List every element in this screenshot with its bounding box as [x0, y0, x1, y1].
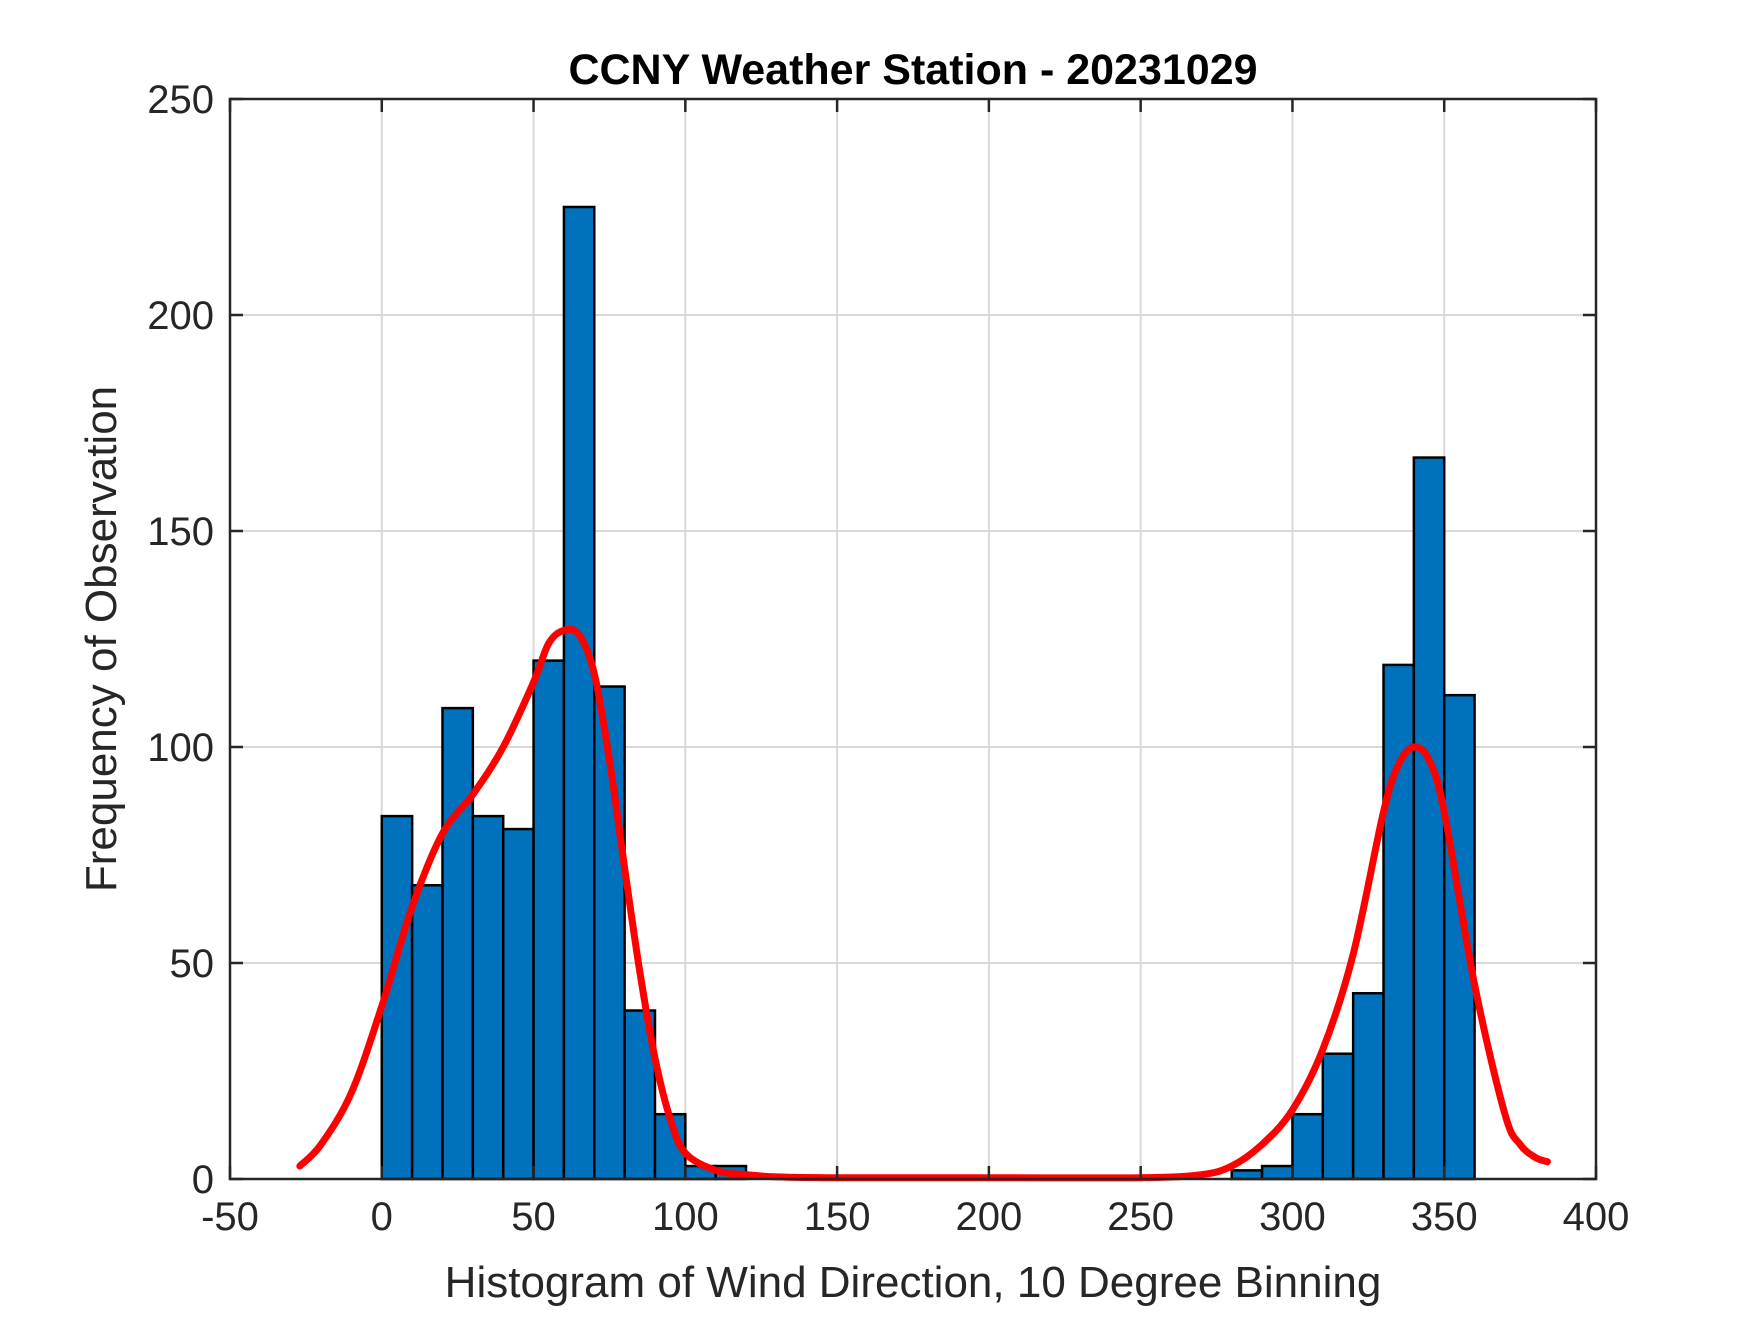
histogram-bar	[562, 205, 596, 1181]
histogram-bar	[532, 659, 566, 1181]
histogram-bar	[501, 827, 535, 1181]
chart-title: CCNY Weather Station - 20231029	[568, 46, 1257, 94]
axes-box	[228, 97, 1598, 1181]
y-tick-label: 100	[147, 726, 214, 770]
x-tick-label: 300	[1259, 1195, 1326, 1239]
fit-curve-line	[296, 625, 1551, 1182]
y-tick-label: 50	[170, 942, 215, 986]
y-tick-label: 0	[192, 1158, 214, 1202]
fit-curve-layer	[296, 625, 1551, 1182]
y-axis-label: Frequency of Observation	[77, 386, 126, 892]
x-tick-label: 50	[511, 1195, 556, 1239]
y-tick-label: 150	[147, 510, 214, 554]
x-tick-label: 400	[1563, 1195, 1630, 1239]
histogram-bars	[380, 205, 1476, 1181]
histogram-bar	[1382, 663, 1416, 1181]
y-tick-label: 200	[147, 294, 214, 338]
x-tick-label: 100	[652, 1195, 719, 1239]
histogram-bar	[1321, 1052, 1355, 1181]
x-tick-label: 0	[371, 1195, 393, 1239]
x-tick-label: 200	[956, 1195, 1023, 1239]
x-tick-label: -50	[201, 1195, 259, 1239]
histogram-bar	[1351, 991, 1385, 1181]
x-tick-label: 250	[1107, 1195, 1174, 1239]
y-tick-label: 250	[147, 78, 214, 122]
axis-ticks: -50 0 50 100 150 200 250 300 350 4000501001502002…	[147, 78, 1629, 1239]
axes-frame	[228, 97, 1598, 1181]
x-axis-label: Histogram of Wind Direction, 10 Degree B…	[445, 1258, 1382, 1307]
x-tick-label: 350	[1411, 1195, 1478, 1239]
histogram-bar	[441, 706, 475, 1181]
histogram-bar	[1230, 1169, 1264, 1181]
histogram-bar	[471, 814, 505, 1181]
histogram-bar	[410, 883, 444, 1181]
x-tick-label: 150	[804, 1195, 871, 1239]
histogram-bar	[1442, 693, 1476, 1181]
histogram-bar	[1412, 456, 1446, 1181]
histogram-bar	[1291, 1112, 1325, 1181]
histogram-bar	[1260, 1164, 1294, 1181]
